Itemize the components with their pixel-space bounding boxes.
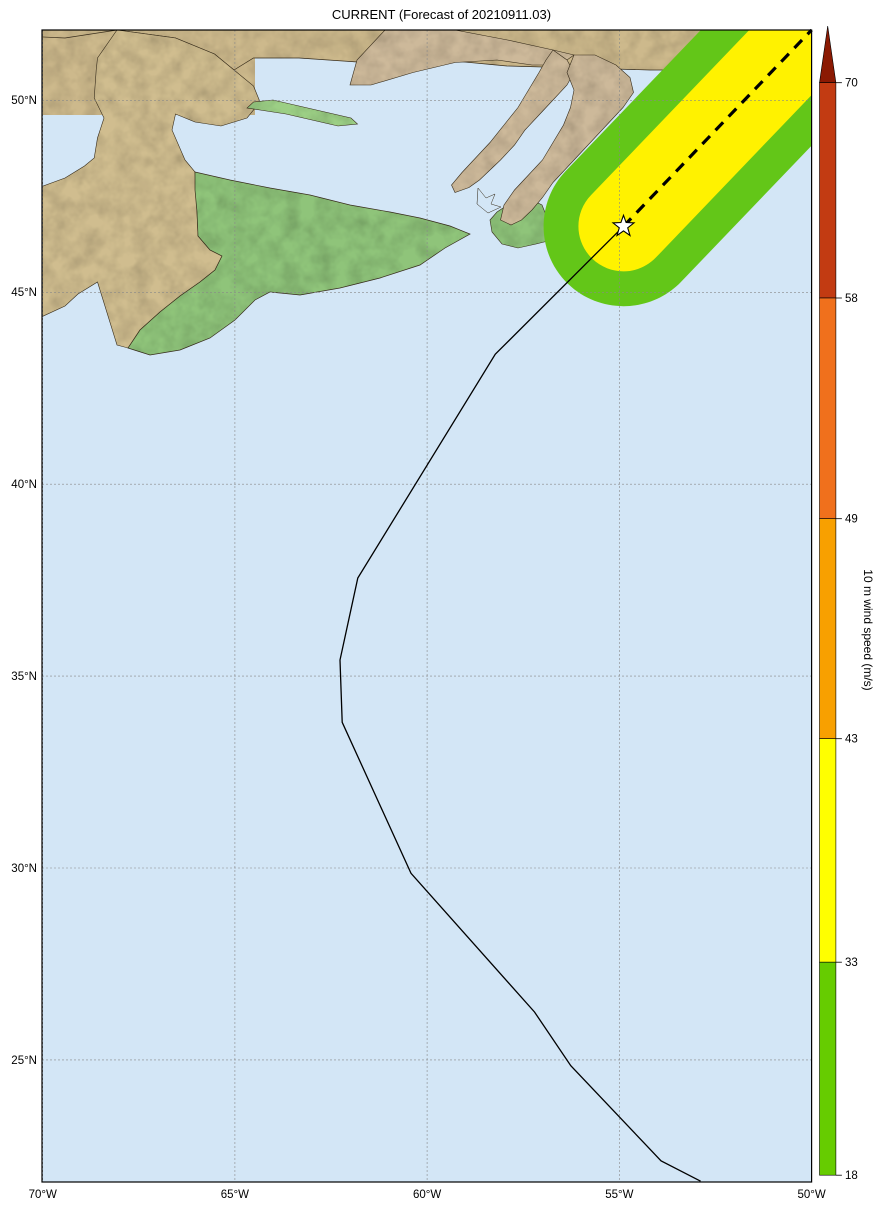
svg-text:60°W: 60°W bbox=[413, 1189, 441, 1201]
svg-text:50°W: 50°W bbox=[797, 1189, 825, 1201]
svg-text:18: 18 bbox=[845, 1170, 858, 1182]
svg-text:55°W: 55°W bbox=[605, 1189, 633, 1201]
svg-text:49: 49 bbox=[845, 514, 858, 526]
svg-text:40°N: 40°N bbox=[11, 479, 37, 491]
svg-text:30°N: 30°N bbox=[11, 863, 37, 875]
svg-text:33: 33 bbox=[845, 957, 858, 969]
svg-text:70°W: 70°W bbox=[29, 1189, 57, 1201]
svg-text:50°N: 50°N bbox=[11, 95, 37, 107]
svg-text:43: 43 bbox=[845, 734, 858, 746]
svg-text:35°N: 35°N bbox=[11, 671, 37, 683]
svg-text:45°N: 45°N bbox=[11, 287, 37, 299]
svg-text:70: 70 bbox=[845, 78, 858, 90]
svg-text:65°W: 65°W bbox=[221, 1189, 249, 1201]
svg-text:58: 58 bbox=[845, 293, 858, 305]
svg-text:25°N: 25°N bbox=[11, 1055, 37, 1067]
svg-text:10 m wind speed (m/s): 10 m wind speed (m/s) bbox=[861, 569, 875, 690]
